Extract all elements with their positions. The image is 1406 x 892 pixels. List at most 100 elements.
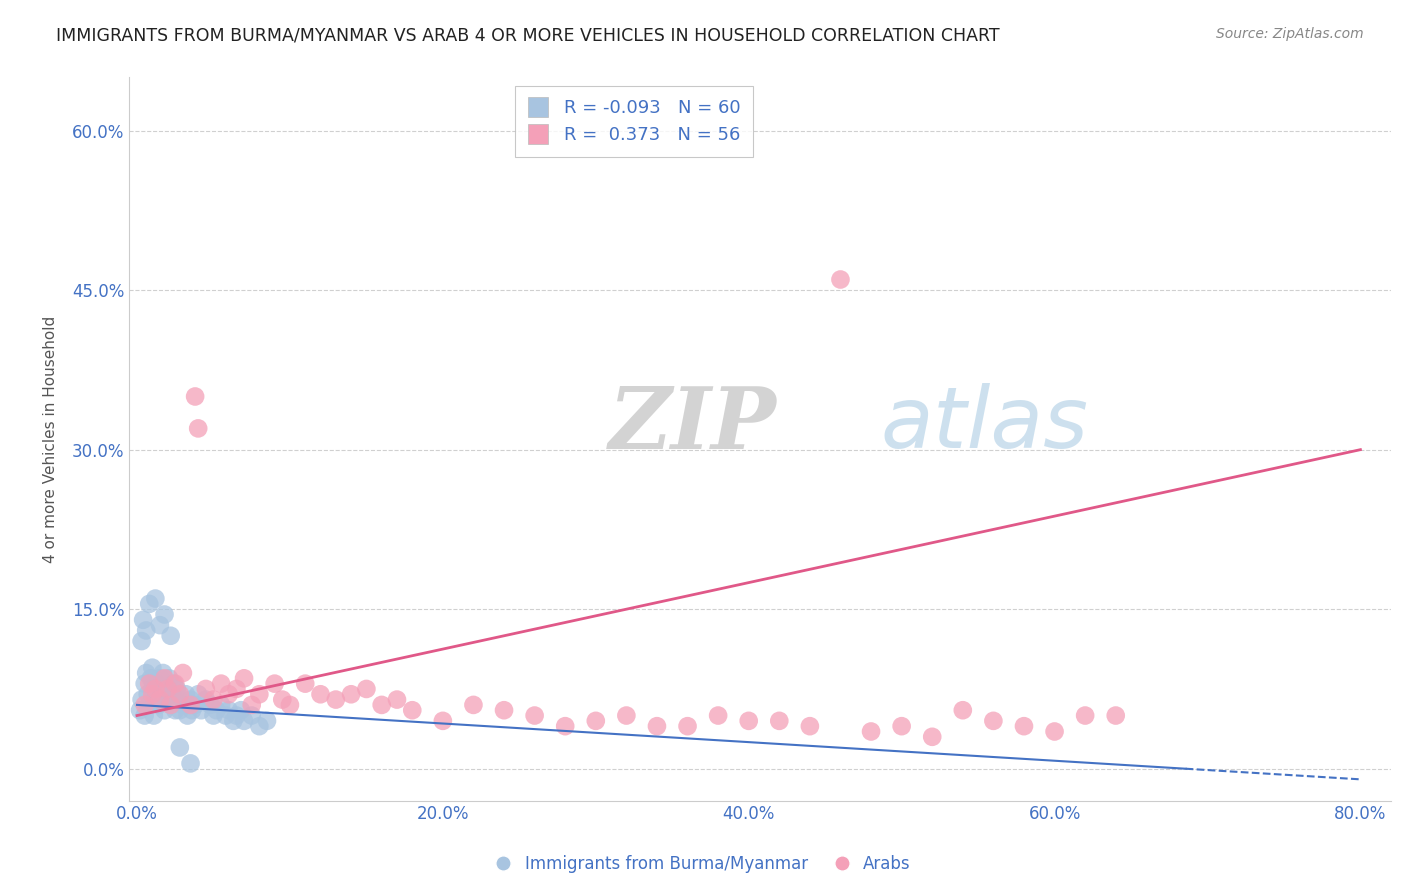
Point [200, 698, 222, 712]
Point [156, 681, 179, 696]
Point [141, 687, 163, 701]
Point [149, 618, 172, 632]
Point [181, 703, 204, 717]
Point [218, 703, 240, 717]
Point [156, 692, 179, 706]
Point [180, 692, 202, 706]
Point [180, 698, 202, 712]
Point [202, 708, 225, 723]
Point [131, 692, 153, 706]
Point [370, 698, 392, 712]
Point [135, 665, 157, 680]
Point [132, 613, 155, 627]
Point [768, 714, 790, 728]
Point [205, 703, 228, 717]
Point [165, 703, 187, 717]
Point [921, 730, 943, 744]
Point [157, 671, 180, 685]
Point [180, 756, 202, 771]
Text: IMMIGRANTS FROM BURMA/MYANMAR VS ARAB 4 OR MORE VEHICLES IN HOUSEHOLD CORRELATIO: IMMIGRANTS FROM BURMA/MYANMAR VS ARAB 4 … [56, 27, 1000, 45]
Point [134, 676, 156, 690]
Point [233, 671, 256, 685]
Point [738, 714, 761, 728]
Point [356, 681, 378, 696]
Point [247, 687, 270, 701]
Point [134, 708, 156, 723]
Point [145, 681, 167, 696]
Point [325, 692, 347, 706]
Point [240, 708, 263, 723]
Point [860, 724, 883, 739]
Point [159, 698, 181, 712]
Point [799, 719, 821, 733]
Point [150, 687, 173, 701]
Point [676, 719, 699, 733]
Point [138, 676, 160, 690]
Point [554, 719, 576, 733]
Point [1105, 708, 1128, 723]
Point [172, 665, 194, 680]
Point [176, 708, 198, 723]
Point [707, 708, 730, 723]
Point [202, 692, 225, 706]
Point [523, 708, 546, 723]
Legend: Immigrants from Burma/Myanmar, Arabs: Immigrants from Burma/Myanmar, Arabs [488, 848, 918, 880]
Point [160, 687, 183, 701]
Point [165, 676, 187, 690]
Point [135, 624, 157, 638]
Point [294, 676, 316, 690]
Point [169, 687, 191, 701]
Point [172, 698, 194, 712]
Point [149, 671, 172, 685]
Point [616, 708, 638, 723]
Point [159, 629, 181, 643]
Point [209, 698, 232, 712]
Point [233, 714, 256, 728]
Point [145, 591, 167, 606]
Point [159, 698, 181, 712]
Point [169, 703, 191, 717]
Point [152, 665, 174, 680]
Point [1043, 724, 1066, 739]
Point [1012, 719, 1035, 733]
Point [229, 703, 252, 717]
Point [190, 703, 212, 717]
Point [830, 272, 852, 286]
Point [141, 661, 163, 675]
Point [463, 698, 485, 712]
Text: ZIP: ZIP [609, 383, 776, 467]
Point [983, 714, 1005, 728]
Point [166, 681, 188, 696]
Point [278, 698, 301, 712]
Point [247, 719, 270, 733]
Point [138, 698, 160, 712]
Point [148, 698, 170, 712]
Point [184, 389, 207, 403]
Legend: R = -0.093   N = 60, R =  0.373   N = 56: R = -0.093 N = 60, R = 0.373 N = 56 [515, 87, 754, 157]
Point [141, 681, 163, 696]
Y-axis label: 4 or more Vehicles in Household: 4 or more Vehicles in Household [44, 316, 58, 563]
Point [1074, 708, 1097, 723]
Point [645, 719, 668, 733]
Point [385, 692, 408, 706]
Point [187, 687, 209, 701]
Point [134, 698, 156, 712]
Point [129, 703, 152, 717]
Point [585, 714, 607, 728]
Point [432, 714, 454, 728]
Point [174, 687, 197, 701]
Point [153, 607, 176, 622]
Point [256, 714, 278, 728]
Text: atlas: atlas [880, 383, 1088, 466]
Point [149, 692, 172, 706]
Point [309, 687, 332, 701]
Point [401, 703, 423, 717]
Point [187, 421, 209, 435]
Point [222, 714, 245, 728]
Point [163, 676, 186, 690]
Point [136, 687, 159, 701]
Point [153, 671, 176, 685]
Point [169, 740, 191, 755]
Point [492, 703, 515, 717]
Point [240, 698, 263, 712]
